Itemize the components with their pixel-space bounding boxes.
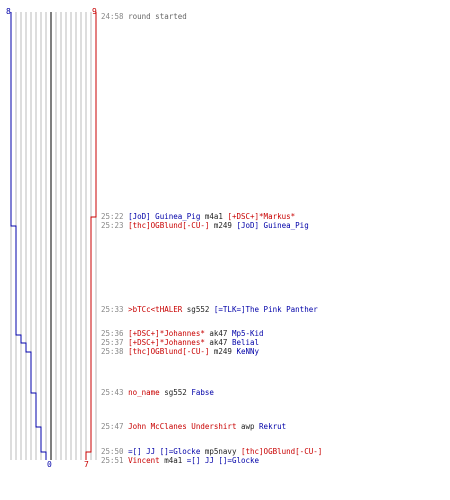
event-time: 25:51 bbox=[101, 456, 124, 465]
killer-name: [JoD] Guinea_Pig bbox=[128, 212, 201, 221]
killer-name: [+DSC+]*Johannes* bbox=[128, 329, 205, 338]
event-time: 25:33 bbox=[101, 305, 124, 314]
event-time: 25:23 bbox=[101, 221, 124, 230]
victim-name: [thc]OGBlund[-CU-] bbox=[240, 447, 323, 456]
event-time: 25:22 bbox=[101, 212, 124, 221]
blue-team-alive-line bbox=[10, 12, 47, 460]
event-time: 25:47 bbox=[101, 422, 124, 431]
weapon-name: m4a1 bbox=[164, 456, 183, 465]
red-score-start: 9 bbox=[92, 7, 97, 16]
log-row: 25:43 no_name sg552 Fabse bbox=[101, 388, 214, 397]
weapon-name: awp bbox=[240, 422, 255, 431]
weapon-name: sg552 bbox=[164, 388, 187, 397]
event-time: 25:36 bbox=[101, 329, 124, 338]
kill-log: 24:58 round started 25:22 [JoD] Guinea_Pi… bbox=[101, 0, 450, 500]
victim-name: [=TLK=]The Pink Panther bbox=[213, 305, 318, 314]
victim-name: Rekrut bbox=[259, 422, 287, 431]
graph-grid bbox=[10, 12, 97, 460]
log-row: 25:47 John McClanes Undershirt awp Rekru… bbox=[101, 422, 286, 431]
killer-name: no_name bbox=[128, 388, 160, 397]
weapon-name: sg552 bbox=[186, 305, 210, 314]
red-team-alive-line bbox=[85, 12, 97, 460]
blue-score-end: 0 bbox=[47, 460, 52, 469]
victim-name: Mp5-Kid bbox=[231, 329, 264, 338]
weapon-name: mp5navy bbox=[204, 447, 237, 456]
weapon-name: ak47 bbox=[209, 338, 228, 347]
event-time: 25:50 bbox=[101, 447, 124, 456]
killer-name: [+DSC+]*Johannes* bbox=[128, 338, 205, 347]
log-row: 25:22 [JoD] Guinea_Pig m4a1 [+DSC+]*Mark… bbox=[101, 212, 295, 221]
weapon-name: m249 bbox=[213, 221, 232, 230]
red-score-end: 7 bbox=[84, 460, 89, 469]
killer-name: John McClanes Undershirt bbox=[128, 422, 237, 431]
log-row: 25:50 =[] JJ []=Glocke mp5navy [thc]OGBl… bbox=[101, 447, 322, 456]
weapon-name: ak47 bbox=[209, 329, 228, 338]
team-alive-graph bbox=[10, 12, 97, 460]
log-row: 25:38 [thc]OGBlund[-CU-] m249 KeNNy bbox=[101, 347, 259, 356]
weapon-name: m4a1 bbox=[204, 212, 223, 221]
event-time: 25:37 bbox=[101, 338, 124, 347]
victim-name: [+DSC+]*Markus* bbox=[227, 212, 296, 221]
event-time: 25:38 bbox=[101, 347, 124, 356]
log-row: 25:33 >bTCc<tHALER sg552 [=TLK=]The Pink… bbox=[101, 305, 318, 314]
event-time: 24:58 bbox=[101, 12, 124, 21]
victim-name: KeNNy bbox=[236, 347, 260, 356]
event-time: 25:43 bbox=[101, 388, 124, 397]
victim-name: Fabse bbox=[191, 388, 214, 397]
log-row: 25:51 Vincent m4a1 =[] JJ []=Glocke bbox=[101, 456, 259, 465]
killer-name: [thc]OGBlund[-CU-] bbox=[128, 347, 210, 356]
victim-name: Belial bbox=[231, 338, 260, 347]
event-text: round started bbox=[128, 12, 187, 21]
victim-name: [JoD] Guinea_Pig bbox=[236, 221, 309, 230]
weapon-name: m249 bbox=[213, 347, 232, 356]
log-row: 24:58 round started bbox=[101, 12, 187, 21]
killer-name: >bTCc<tHALER bbox=[128, 305, 183, 314]
killer-name: =[] JJ []=Glocke bbox=[128, 447, 201, 456]
killer-name: [thc]OGBlund[-CU-] bbox=[128, 221, 210, 230]
log-row: 25:23 [thc]OGBlund[-CU-] m249 [JoD] Guin… bbox=[101, 221, 309, 230]
victim-name: =[] JJ []=Glocke bbox=[186, 456, 260, 465]
log-row: 25:37 [+DSC+]*Johannes* ak47 Belial bbox=[101, 338, 259, 347]
blue-score-start: 8 bbox=[6, 7, 11, 16]
killer-name: Vincent bbox=[128, 456, 160, 465]
log-row: 25:36 [+DSC+]*Johannes* ak47 Mp5-Kid bbox=[101, 329, 264, 338]
